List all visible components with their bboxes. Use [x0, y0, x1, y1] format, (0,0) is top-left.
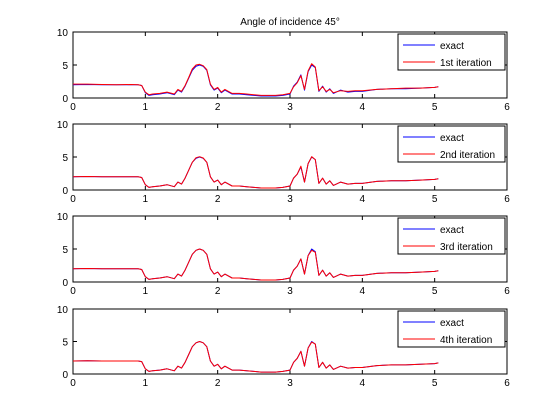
y-tick-label: 10 — [57, 212, 69, 223]
y-tick-label: 0 — [62, 278, 68, 289]
panel-4: 0 1 2 3 4 5 6 0 5 10 exact 4th iteration — [57, 305, 510, 389]
x-tick-label: 2 — [215, 378, 221, 389]
legend: exact 2nd iteration — [397, 125, 506, 163]
x-tick-label: 0 — [70, 194, 76, 205]
x-tick-label: 3 — [287, 194, 293, 205]
x-tick-label: 3 — [287, 378, 293, 389]
legend-box — [397, 310, 506, 348]
x-tick-label: 6 — [504, 378, 510, 389]
legend-label: 1st iteration — [440, 58, 492, 69]
x-tick-label: 5 — [432, 102, 438, 113]
x-tick-label: 5 — [432, 286, 438, 297]
panel-2: 0 1 2 3 4 5 6 0 5 10 exact 2nd iteration — [57, 120, 510, 205]
legend-box — [397, 125, 506, 163]
series-line-iteration — [73, 63, 439, 96]
x-tick-label: 0 — [70, 378, 76, 389]
y-tick-label: 10 — [57, 305, 69, 316]
x-tick-label: 5 — [432, 378, 438, 389]
legend-label: 4th iteration — [440, 335, 492, 346]
x-tick-label: 6 — [504, 194, 510, 205]
y-tick-label: 10 — [57, 28, 69, 39]
series-line-iteration — [72, 341, 439, 373]
x-tick-label: 1 — [143, 194, 149, 205]
x-tick-label: 1 — [143, 378, 149, 389]
y-tick-label: 0 — [62, 94, 68, 105]
x-tick-label: 0 — [70, 286, 76, 297]
x-tick-label: 2 — [215, 194, 221, 205]
legend: exact 1st iteration — [397, 33, 506, 71]
x-tick-label: 3 — [287, 286, 293, 297]
x-tick-label: 6 — [504, 102, 510, 113]
legend-label: 3rd iteration — [440, 242, 493, 253]
legend: exact 3rd iteration — [397, 217, 506, 255]
panel-3: 0 1 2 3 4 5 6 0 5 10 exact 3rd iteration — [57, 212, 510, 297]
y-tick-label: 10 — [57, 120, 69, 131]
legend-label: 2nd iteration — [440, 150, 495, 161]
x-tick-label: 1 — [143, 102, 149, 113]
x-tick-label: 5 — [432, 194, 438, 205]
x-tick-label: 0 — [70, 102, 76, 113]
x-tick-label: 2 — [215, 286, 221, 297]
x-tick-label: 4 — [360, 286, 366, 297]
legend-label: exact — [440, 133, 464, 144]
legend-box — [397, 217, 506, 255]
chart-title: Angle of incidence 45° — [240, 17, 340, 28]
x-tick-label: 2 — [215, 102, 221, 113]
panels: Angle of incidence 45°0 1 2 3 4 5 60510exact1s… — [57, 17, 510, 389]
legend-box — [397, 33, 506, 71]
y-tick-label: 5 — [62, 153, 68, 164]
y-tick-label: 5 — [62, 61, 68, 72]
x-tick-label: 6 — [504, 286, 510, 297]
x-tick-label: 4 — [360, 194, 366, 205]
x-tick-label: 4 — [360, 378, 366, 389]
y-tick-label: 5 — [62, 338, 68, 349]
y-tick-label: 0 — [62, 370, 68, 381]
legend-label: exact — [440, 318, 464, 329]
y-tick-label: 5 — [62, 245, 68, 256]
panel-1: Angle of incidence 45° 0 1 2 3 4 5 6 0 5 10 exact 1s… — [57, 17, 510, 113]
series-line-iteration — [72, 248, 439, 281]
series-line-iteration — [72, 156, 439, 189]
x-tick-label: 4 — [360, 102, 366, 113]
y-tick-label: 0 — [62, 186, 68, 197]
legend: exact 4th iteration — [397, 310, 506, 348]
x-tick-label: 1 — [143, 286, 149, 297]
legend-label: exact — [440, 225, 464, 236]
x-tick-label: 3 — [287, 102, 293, 113]
legend-label: exact — [440, 41, 464, 52]
